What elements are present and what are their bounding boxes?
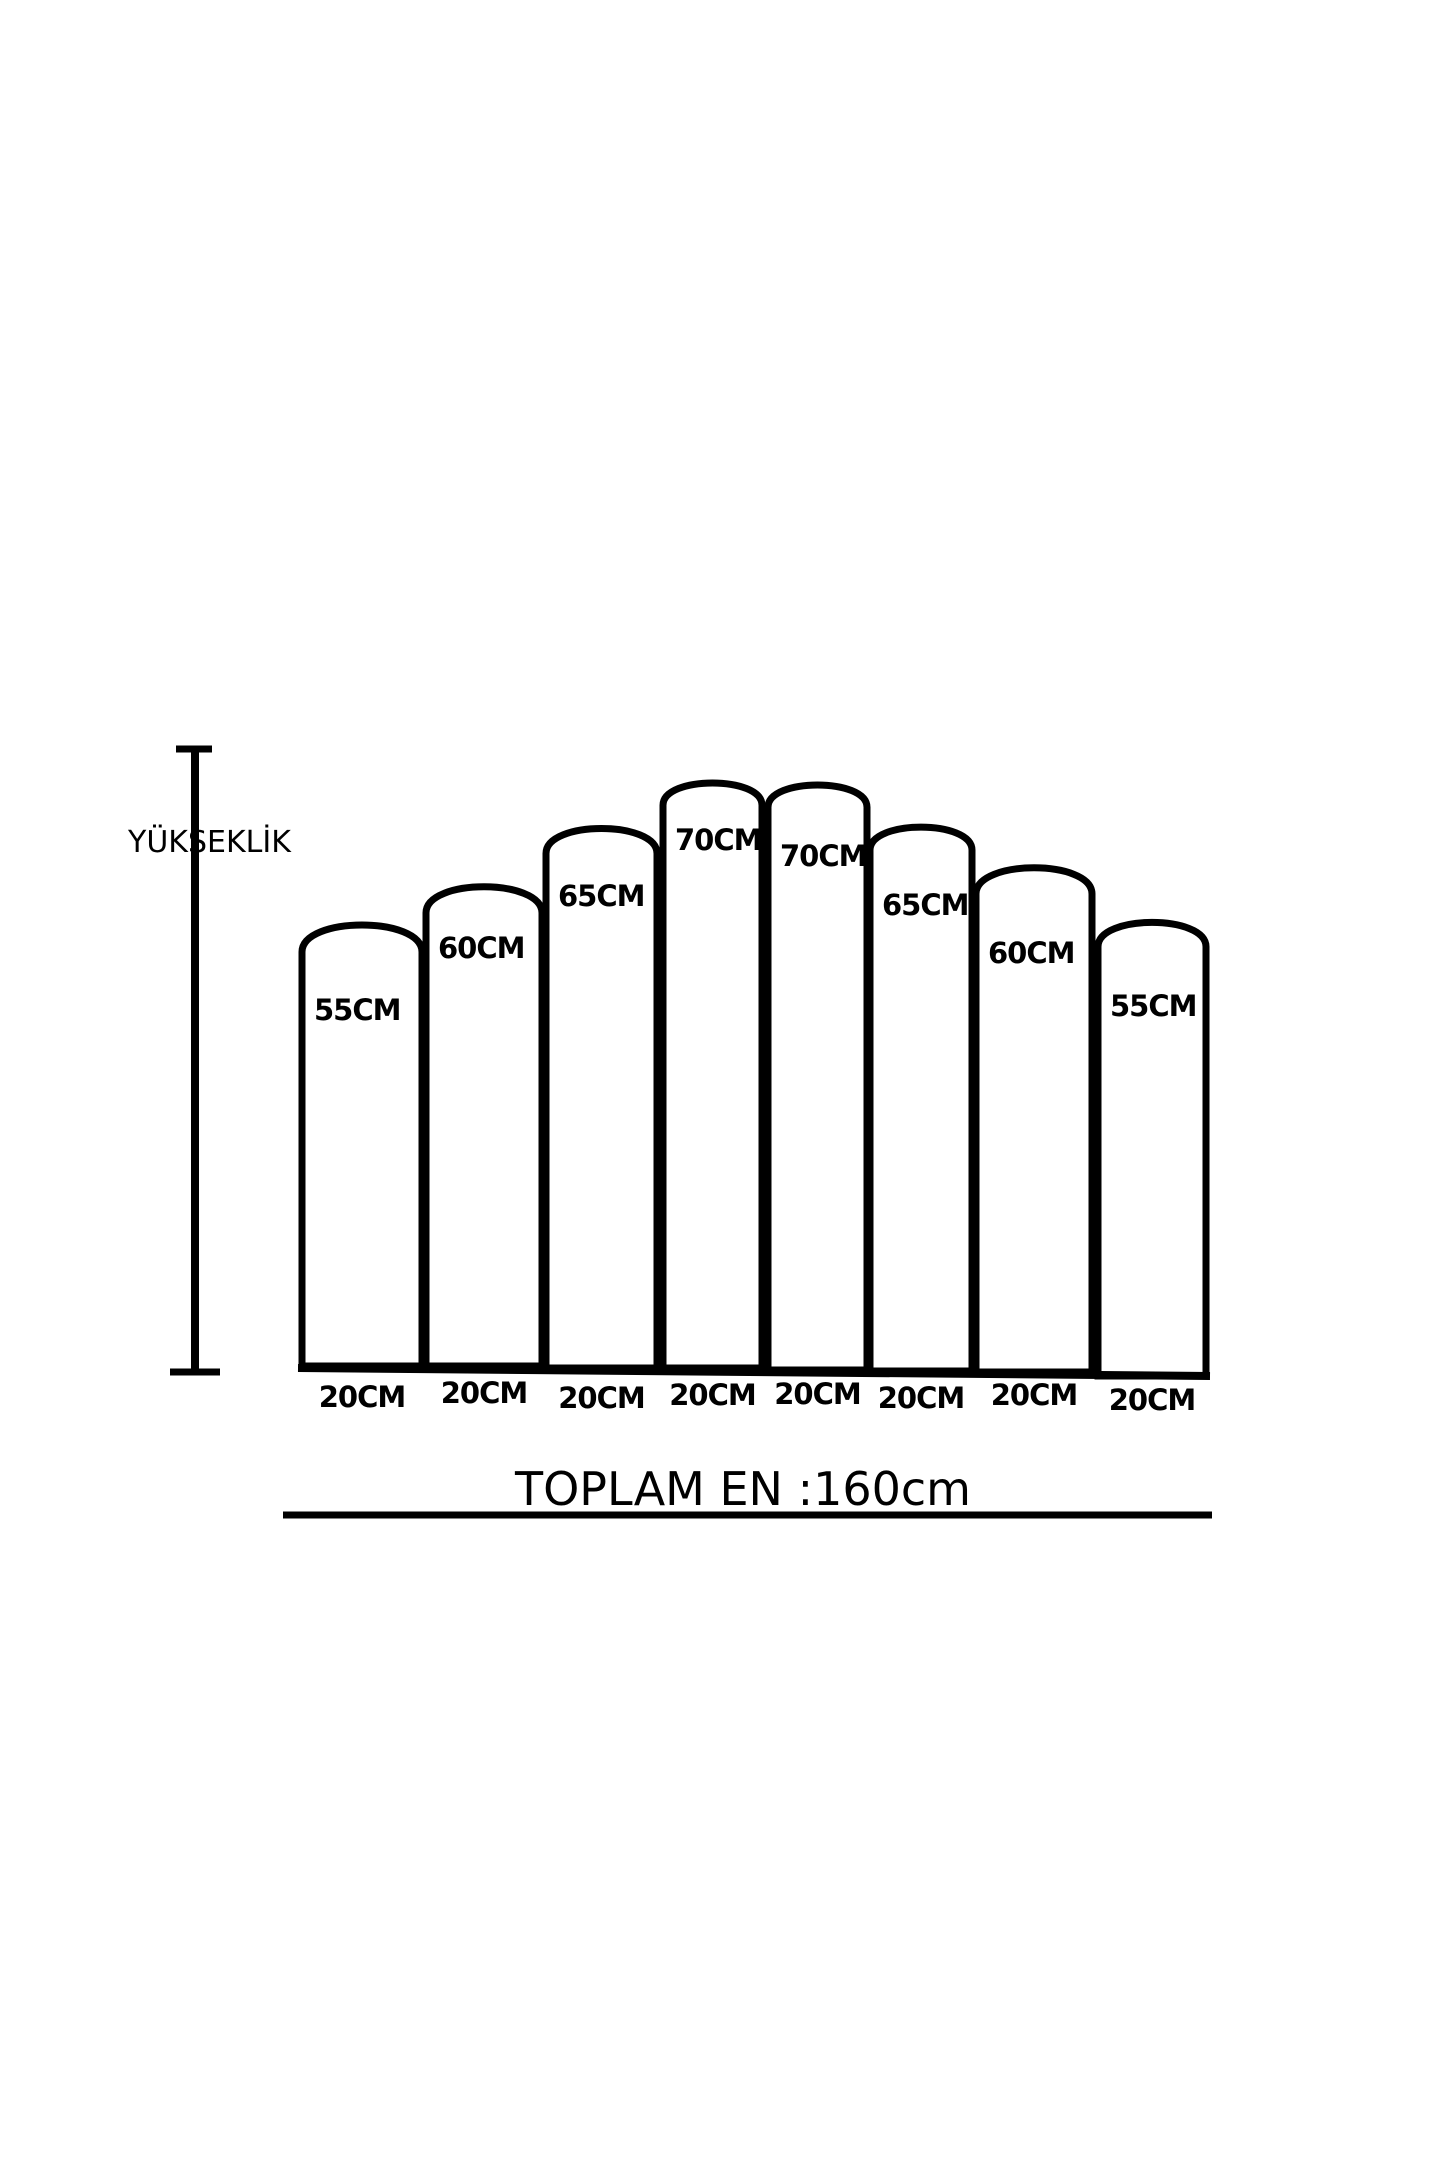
total-width: TOPLAM EN :160cm: [283, 1462, 1212, 1519]
arched-panel-outline: [866, 823, 976, 1375]
panel-7: 60CM 20CM: [972, 864, 1096, 1412]
arched-panel-outline: [659, 779, 766, 1372]
arched-panel-outline: [1094, 918, 1210, 1380]
panel-4: 70CM 20CM: [659, 779, 766, 1412]
panel-width-label: 20CM: [774, 1377, 861, 1411]
panel-1: 55CM 20CM: [298, 921, 426, 1414]
panel-3: 65CM 20CM: [542, 825, 661, 1415]
panel-height-label: 65CM: [558, 879, 645, 913]
panel-height-label: 55CM: [1110, 989, 1197, 1023]
arched-panel-outline: [422, 883, 546, 1370]
panel-height-label: 60CM: [988, 936, 1075, 970]
panel-width-label: 20CM: [441, 1376, 528, 1410]
panel-6: 65CM 20CM: [866, 823, 976, 1415]
panel-height-label: 65CM: [882, 888, 969, 922]
panel-width-label: 20CM: [878, 1381, 965, 1415]
arched-panel-outline: [972, 864, 1096, 1376]
panel-width-label: 20CM: [669, 1378, 756, 1412]
base-line: [297, 1364, 1211, 1380]
height-dimension: YÜKSEKLİK: [127, 745, 292, 1376]
height-label: YÜKSEKLİK: [127, 824, 292, 860]
total-width-label: TOPLAM EN :160cm: [514, 1462, 971, 1516]
panel-height-label: 55CM: [314, 993, 401, 1027]
panel-width-label: 20CM: [991, 1378, 1078, 1412]
arched-panel-outline: [764, 781, 871, 1374]
panel-8: 55CM 20CM: [1094, 918, 1210, 1417]
panel-height-label: 60CM: [438, 931, 525, 965]
panel-height-label: 70CM: [675, 823, 762, 857]
panel-width-label: 20CM: [1109, 1383, 1196, 1417]
panels: 55CM 20CM 60CM 20CM 65CM 20CM 70CM 20CM 70CM 20CM…: [297, 779, 1211, 1417]
arched-panel-outline: [542, 825, 661, 1372]
panel-height-label: 70CM: [780, 839, 867, 873]
panel-width-label: 20CM: [319, 1380, 406, 1414]
panel-5: 70CM 20CM: [764, 781, 871, 1411]
arched-panel-outline: [298, 921, 426, 1370]
panel-2: 60CM 20CM: [422, 883, 546, 1410]
panel-width-label: 20CM: [558, 1381, 645, 1415]
